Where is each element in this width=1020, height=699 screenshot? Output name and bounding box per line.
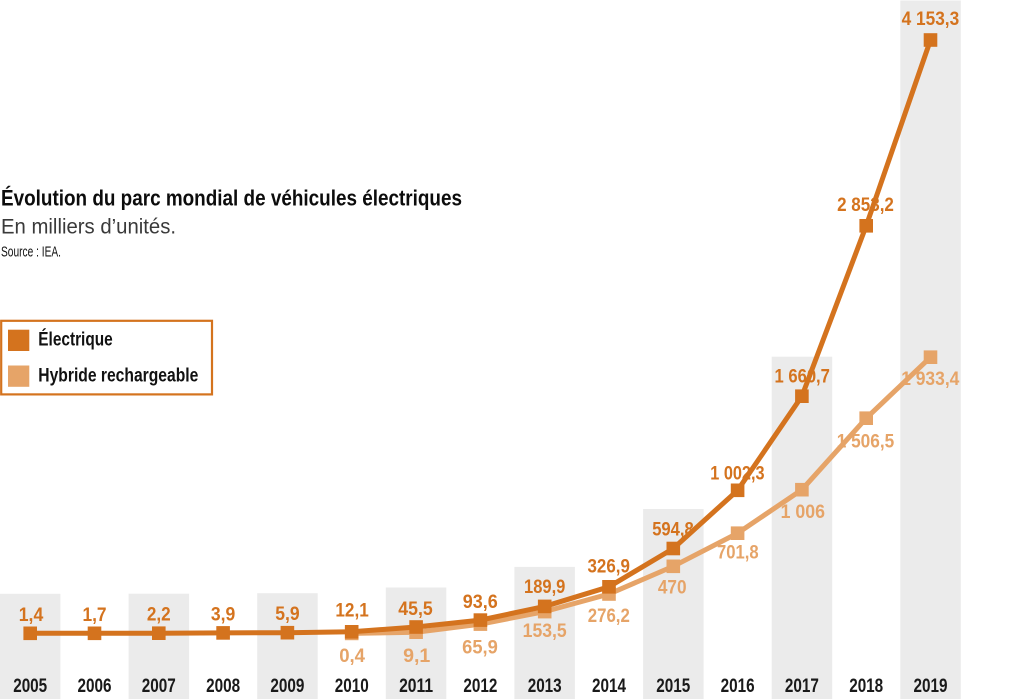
svg-text:1,7: 1,7 [82,604,106,626]
svg-text:2007: 2007 [142,675,176,697]
svg-text:65,9: 65,9 [462,637,498,659]
svg-text:En milliers d’unités.: En milliers d’unités. [1,213,176,238]
svg-text:2012: 2012 [463,675,497,697]
svg-text:153,5: 153,5 [523,620,567,642]
svg-text:189,9: 189,9 [524,576,565,598]
svg-text:594,8: 594,8 [652,519,694,541]
svg-text:2006: 2006 [78,675,112,697]
svg-text:1,4: 1,4 [19,604,44,626]
svg-text:2017: 2017 [785,675,819,697]
svg-text:2011: 2011 [399,675,433,697]
svg-text:9,1: 9,1 [403,645,430,667]
svg-text:2019: 2019 [914,675,948,697]
svg-text:0,4: 0,4 [339,645,365,667]
svg-text:Évolution du parc mondial de v: Évolution du parc mondial de véhicules é… [1,186,462,211]
svg-text:326,9: 326,9 [588,556,631,578]
svg-text:2018: 2018 [849,675,883,697]
svg-text:Hybride rechargeable: Hybride rechargeable [38,364,198,386]
svg-text:2016: 2016 [721,675,755,697]
svg-text:1 933,4: 1 933,4 [901,368,959,390]
svg-text:470: 470 [658,576,687,598]
svg-text:2009: 2009 [270,675,304,697]
svg-text:Électrique: Électrique [38,327,113,350]
svg-text:2010: 2010 [335,675,369,697]
svg-text:45,5: 45,5 [398,598,433,620]
svg-text:3,9: 3,9 [211,603,236,625]
svg-text:2015: 2015 [656,675,690,697]
svg-text:1 002,3: 1 002,3 [710,462,764,484]
svg-text:276,2: 276,2 [588,605,630,627]
svg-text:2013: 2013 [528,675,562,697]
svg-text:2,2: 2,2 [147,604,171,626]
svg-text:701,8: 701,8 [717,542,759,564]
svg-text:5,9: 5,9 [275,603,300,625]
svg-text:1 006: 1 006 [781,501,826,523]
svg-text:93,6: 93,6 [463,591,498,613]
svg-text:4 153,3: 4 153,3 [902,8,960,30]
svg-text:2008: 2008 [206,675,240,697]
svg-text:1 660,7: 1 660,7 [775,365,830,387]
svg-text:2 853,2: 2 853,2 [837,194,894,216]
svg-text:2014: 2014 [592,675,626,697]
svg-text:1 506,5: 1 506,5 [837,431,895,453]
svg-text:2005: 2005 [13,675,47,697]
svg-text:Source : IEA.: Source : IEA. [1,245,61,261]
svg-text:12,1: 12,1 [335,600,369,622]
